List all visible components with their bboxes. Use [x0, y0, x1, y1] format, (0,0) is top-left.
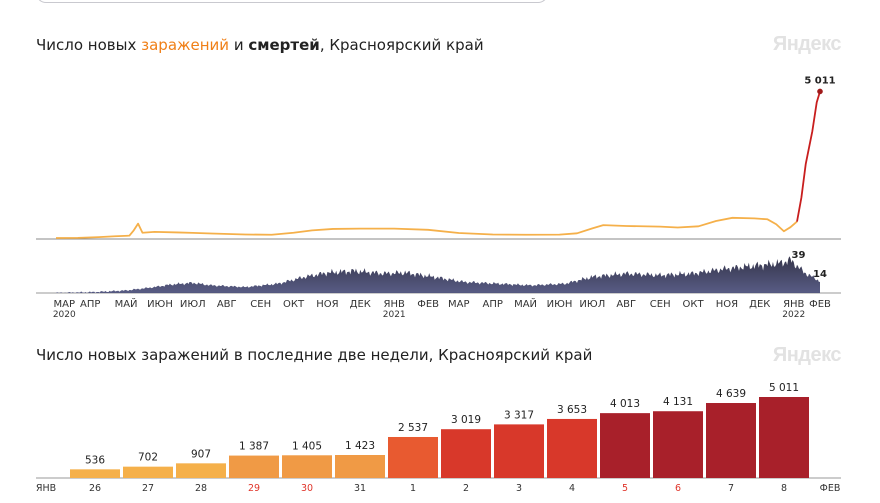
x-tick-11: ФЕВ [417, 299, 439, 310]
x-tick-7: ОКТ [283, 299, 305, 310]
x-tick-9: ДЕК [350, 299, 371, 310]
infections-line [55, 216, 798, 239]
x-day-6: 6 [675, 483, 681, 494]
x-tick-3: ИЮН [147, 299, 173, 310]
x-tick-5: АВГ [217, 299, 237, 310]
bar-1 [388, 436, 438, 478]
bar-30 [282, 455, 332, 478]
x-tick-13: АПР [483, 299, 503, 310]
title-suffix: , Красноярский край [319, 36, 484, 54]
x-tick-23: ФЕВ [809, 299, 831, 310]
x-tick-4: ИЮЛ [180, 299, 206, 310]
x-tick-year-22: 2022 [782, 310, 805, 320]
bar-value-29: 1 387 [239, 441, 269, 453]
x-day-2: 2 [463, 483, 469, 494]
bar-value-2: 3 019 [451, 414, 481, 426]
bar-3 [494, 424, 544, 478]
x-tick-6: СЕН [250, 299, 271, 310]
x-tick-14: МАЙ [514, 297, 537, 310]
bar-value-30: 1 405 [292, 440, 322, 452]
x-end-month: ФЕВ [820, 483, 841, 494]
x-tick-17: АВГ [616, 299, 636, 310]
infections-peak-label: 5 011 [804, 75, 835, 86]
x-tick-2: МАЙ [115, 297, 138, 310]
x-tick-1: АПР [80, 299, 100, 310]
x-tick-16: ИЮЛ [579, 299, 605, 310]
bar-value-27: 702 [138, 452, 158, 464]
x-tick-21: ДЕК [749, 299, 770, 310]
bar-4 [547, 418, 597, 478]
bar-value-7: 4 639 [716, 388, 746, 400]
x-day-30: 30 [301, 483, 313, 494]
deaths-area [56, 256, 820, 293]
bar-6 [653, 411, 703, 478]
title-deaths: смертей [248, 36, 320, 54]
bar-29 [229, 455, 279, 478]
x-day-8: 8 [781, 483, 787, 494]
x-tick-year-0: 2020 [53, 310, 76, 320]
x-tick-0: МАР [54, 299, 76, 310]
x-tick-10: ЯНВ [384, 299, 405, 310]
bar-2 [441, 429, 491, 478]
bar-value-4: 3 653 [557, 404, 587, 416]
bar-26 [70, 469, 120, 478]
bar-value-8: 5 011 [769, 382, 799, 394]
x-day-5: 5 [622, 483, 628, 494]
x-day-27: 27 [142, 483, 154, 494]
x-day-4: 4 [569, 483, 575, 494]
bar-7 [706, 403, 756, 478]
infections-line-peak [796, 91, 821, 222]
bar-8 [759, 397, 809, 478]
bar-27 [123, 466, 173, 478]
bar-5 [600, 413, 650, 478]
title-joiner: и [229, 36, 249, 54]
x-tick-20: НОЯ [716, 299, 738, 310]
x-day-29: 29 [248, 483, 260, 494]
yandex-watermark: Яндекс [772, 33, 842, 55]
x-tick-22: ЯНВ [783, 299, 804, 310]
bar-value-26: 536 [85, 454, 105, 466]
title-infections: заражений [141, 36, 230, 54]
x-day-31: 31 [354, 483, 366, 494]
bar-28 [176, 463, 226, 478]
x-day-7: 7 [728, 483, 734, 494]
x-day-28: 28 [195, 483, 207, 494]
bar-value-6: 4 131 [663, 396, 693, 408]
x-tick-18: СЕН [650, 299, 671, 310]
x-start-month: ЯНВ [36, 483, 56, 494]
x-tick-8: НОЯ [316, 299, 338, 310]
x-day-3: 3 [516, 483, 522, 494]
x-tick-year-10: 2021 [383, 310, 406, 320]
x-tick-15: ИЮН [547, 299, 573, 310]
bar-31 [335, 454, 385, 478]
title-prefix: Число новых [36, 36, 142, 54]
deaths-last-label: 14 [813, 269, 827, 280]
yandex-watermark-2: Яндекс [772, 344, 842, 366]
chart1-title: Число новых заражений и смертей, Красноя… [36, 36, 484, 54]
bar-value-31: 1 423 [345, 440, 375, 452]
x-tick-12: МАР [448, 299, 470, 310]
bar-value-28: 907 [191, 448, 211, 460]
bar-value-1: 2 537 [398, 422, 428, 434]
x-tick-19: ОКТ [682, 299, 704, 310]
chart2-title: Число новых заражений в последние две не… [36, 346, 593, 364]
x-day-26: 26 [89, 483, 101, 494]
deaths-max-label: 39 [791, 250, 805, 261]
x-day-1: 1 [410, 483, 416, 494]
bar-value-5: 4 013 [610, 398, 640, 410]
bar-value-3: 3 317 [504, 409, 534, 421]
infections-peak-point [817, 88, 823, 95]
